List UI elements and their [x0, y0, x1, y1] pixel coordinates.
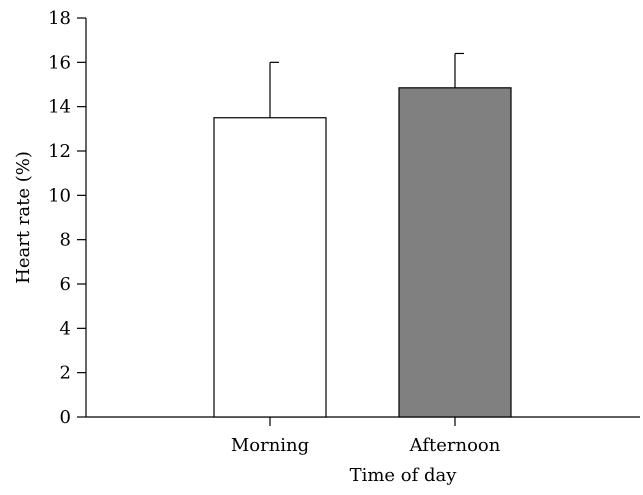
x-axis-title: Time of day	[350, 465, 458, 486]
y-tick-label: 14	[48, 97, 71, 118]
bar-morning	[213, 117, 327, 418]
y-tick-label: 8	[60, 230, 71, 251]
y-axis-title: Heart rate (%)	[13, 151, 34, 284]
y-tick-label: 0	[60, 407, 71, 428]
y-tick-label: 6	[60, 274, 71, 295]
x-tick-label-morning: Morning	[231, 435, 309, 456]
y-tick-label: 16	[48, 52, 71, 73]
y-tick-label: 10	[48, 185, 71, 206]
y-tick-label: 18	[48, 8, 71, 29]
bars-group	[213, 52, 512, 418]
y-tick-label: 4	[60, 318, 71, 339]
x-axis: Morning Afternoon	[86, 416, 640, 456]
y-axis: 0 2 4 6 8 10 12 14 16 18	[48, 8, 87, 428]
x-tick-label-afternoon: Afternoon	[409, 435, 501, 456]
bar-afternoon	[398, 87, 512, 418]
y-tick-label: 12	[48, 141, 71, 162]
y-tick-label: 2	[60, 363, 71, 384]
